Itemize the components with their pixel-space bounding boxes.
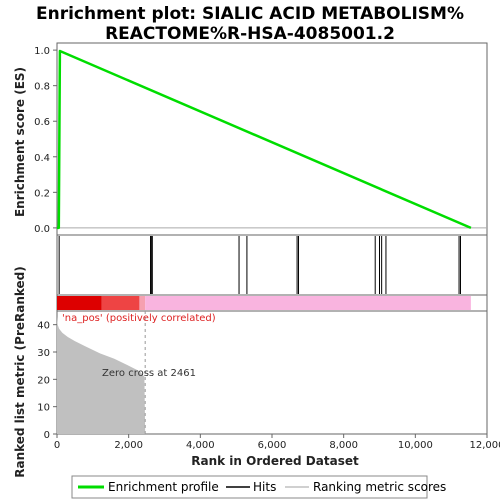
es-layer: [57, 49, 487, 230]
legend-hits-label: Hits: [253, 480, 276, 494]
es-ytick-label-0: 0.0: [34, 224, 50, 235]
es-ytick-label-5: 1.0: [34, 46, 50, 57]
es-ytick-label-1: 0.2: [34, 188, 50, 199]
metric-layer: [57, 311, 146, 434]
positive-correlation-label: 'na_pos' (positively correlated): [62, 313, 216, 324]
enrichment-profile-line: [57, 49, 472, 230]
xtick-label-6: 12,000: [470, 440, 500, 451]
metric-ytick-label-2: 20: [37, 375, 50, 386]
es-ytick-label-3: 0.6: [34, 117, 50, 128]
metric-ytick-label-1: 10: [37, 403, 50, 414]
es-ytick-label-2: 0.4: [34, 153, 50, 164]
ranking-metric-area: [57, 316, 146, 434]
colorbar-layer: [57, 296, 471, 310]
es-y-axis-label: Enrichment score (ES): [13, 67, 27, 217]
colorbar-segment-3: [145, 296, 471, 310]
legend-metric-label: Ranking metric scores: [313, 480, 446, 494]
xtick-label-0: 0: [54, 440, 60, 451]
chart-title-line2: REACTOME%R-HSA-4085001.2: [105, 24, 395, 44]
metric-ytick-label-0: 0: [44, 430, 50, 441]
xtick-label-1: 2,000: [114, 440, 143, 451]
colorbar-segment-1: [101, 296, 140, 310]
xtick-label-4: 8,000: [329, 440, 358, 451]
x-axis-label: Rank in Ordered Dataset: [191, 454, 359, 468]
metric-ytick-label-4: 40: [37, 321, 50, 332]
chart-title-line1: Enrichment plot: SIALIC ACID METABOLISM%: [36, 4, 464, 24]
xtick-label-5: 10,000: [398, 440, 433, 451]
legend-enrichment-label: Enrichment profile: [108, 480, 219, 494]
xtick-label-3: 6,000: [258, 440, 287, 451]
metric-y-axis-label: Ranked list metric (PreRanked): [13, 266, 27, 478]
colorbar-segment-2: [139, 296, 146, 310]
hits-panel-frame: [56, 234, 488, 296]
es-ytick-label-4: 0.8: [34, 82, 50, 93]
xtick-label-2: 4,000: [186, 440, 215, 451]
hits-layer: [58, 236, 461, 294]
axis-layer: 0.0 0.2 0.4 0.6 0.8 1.0 0 10 20 30 40 0 2,000 4,000 6,…: [34, 46, 500, 451]
zero-cross-label: Zero cross at 2461: [102, 368, 196, 379]
colorbar-segment-0: [57, 296, 102, 310]
metric-ytick-label-3: 30: [37, 348, 50, 359]
